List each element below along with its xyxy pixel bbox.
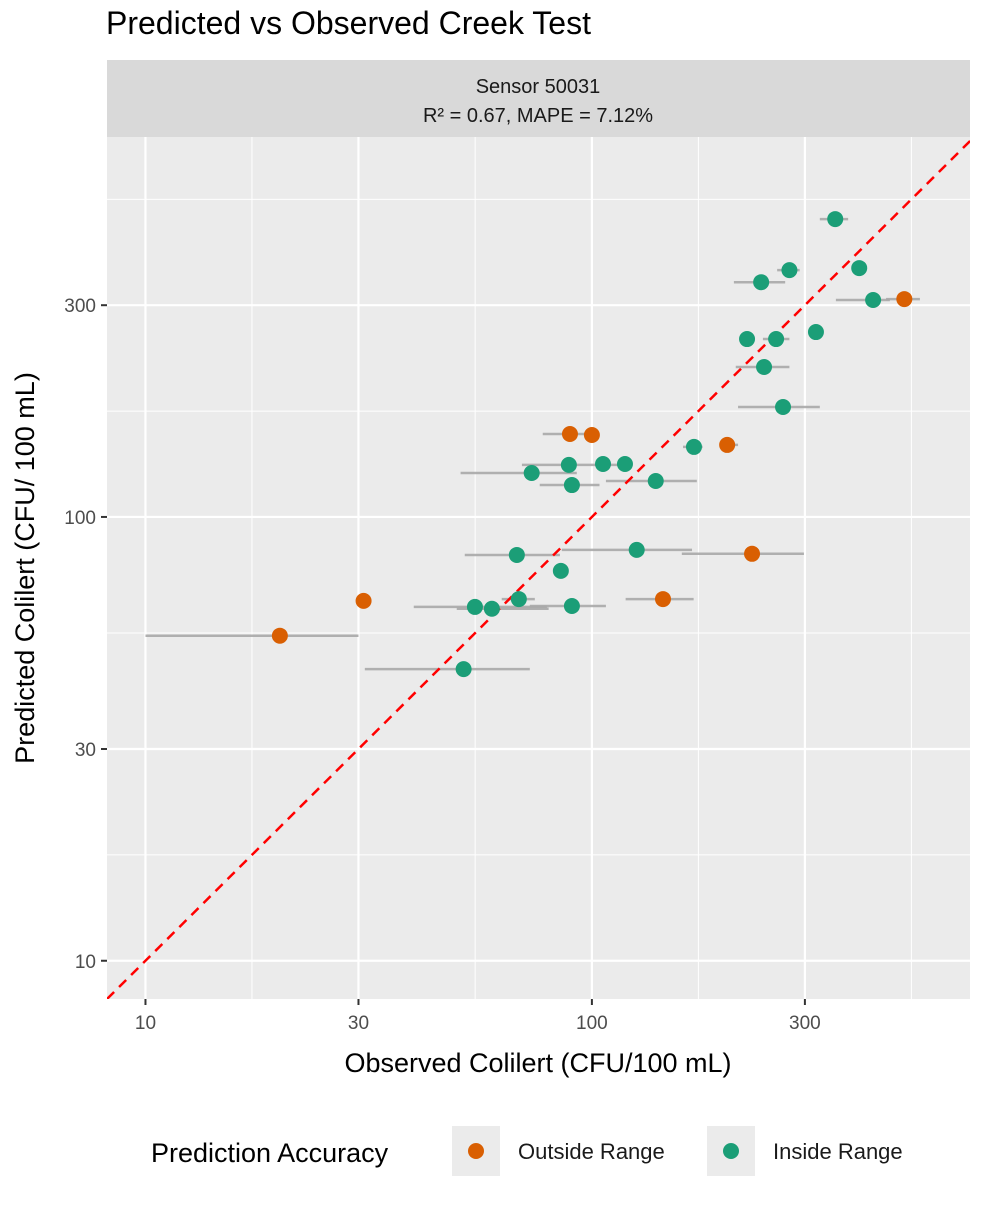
- data-point-inside: [781, 262, 798, 279]
- data-point-outside: [654, 591, 671, 608]
- y-tick-label: 30: [75, 740, 96, 761]
- data-point-inside: [851, 260, 868, 277]
- data-point-inside: [560, 456, 577, 473]
- gridlines: [107, 137, 970, 999]
- legend-title: Prediction Accuracy: [151, 1138, 389, 1168]
- x-tick-label: 30: [348, 1013, 369, 1034]
- legend: Prediction Accuracy Outside Range Inside…: [151, 1126, 903, 1176]
- data-point-inside: [768, 331, 785, 348]
- facet-label-metrics: R² = 0.67, MAPE = 7.12%: [423, 105, 653, 127]
- data-point-inside: [523, 465, 540, 482]
- chart-title: Predicted vs Observed Creek Test: [106, 5, 591, 41]
- data-point-outside: [896, 291, 913, 308]
- x-tick-label: 100: [576, 1013, 608, 1034]
- data-point-inside: [508, 546, 525, 563]
- data-point-inside: [510, 591, 527, 608]
- data-point-outside: [355, 592, 372, 609]
- y-tick-label: 300: [64, 296, 96, 317]
- data-point-inside: [483, 600, 500, 617]
- data-point-inside: [628, 541, 645, 558]
- data-point-outside: [744, 545, 761, 562]
- y-tick-label: 10: [75, 952, 96, 973]
- data-point-inside: [563, 598, 580, 615]
- x-tick-label: 10: [135, 1013, 156, 1034]
- data-points: [271, 211, 913, 678]
- legend-label-outside: Outside Range: [518, 1139, 665, 1164]
- data-point-inside: [647, 473, 664, 490]
- data-point-inside: [616, 456, 633, 473]
- data-point-inside: [466, 598, 483, 615]
- data-point-inside: [552, 562, 569, 579]
- data-point-outside: [271, 627, 288, 644]
- legend-label-inside: Inside Range: [773, 1139, 903, 1164]
- data-point-inside: [865, 292, 882, 309]
- legend-swatch-inside: [723, 1143, 739, 1159]
- data-point-inside: [595, 456, 612, 473]
- legend-swatch-outside: [468, 1143, 484, 1159]
- data-point-inside: [739, 331, 756, 348]
- data-point-inside: [563, 477, 580, 494]
- facet-label-sensor: Sensor 50031: [476, 76, 601, 98]
- x-axis-label: Observed Colilert (CFU/100 mL): [344, 1048, 731, 1078]
- y-tick-label: 100: [64, 508, 96, 529]
- data-point-outside: [561, 425, 578, 442]
- data-point-outside: [719, 436, 736, 453]
- data-point-inside: [756, 359, 773, 376]
- data-point-inside: [827, 211, 844, 228]
- data-point-outside: [583, 426, 600, 443]
- x-tick-label: 300: [789, 1013, 821, 1034]
- data-point-inside: [685, 438, 702, 455]
- y-axis-label: Predicted Colilert (CFU/ 100 mL): [10, 372, 40, 764]
- plot-panel: [107, 137, 970, 999]
- data-point-inside: [753, 274, 770, 291]
- data-point-inside: [455, 661, 472, 678]
- facet-strip: [107, 60, 970, 137]
- data-point-inside: [775, 399, 792, 416]
- data-point-inside: [807, 324, 824, 341]
- axis-ticks: 10 30 100 300 10 30 100 300: [64, 296, 820, 1034]
